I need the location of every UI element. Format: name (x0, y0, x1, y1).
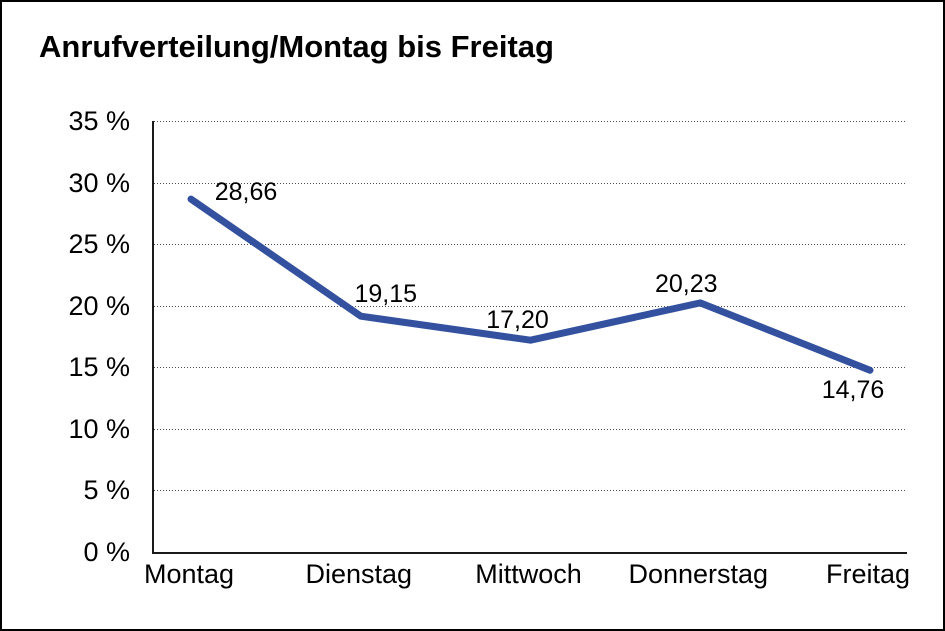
gridline (154, 121, 907, 122)
x-axis-tick-label: Freitag (825, 559, 911, 589)
chart-title: Anrufverteilung/Montag bis Freitag (39, 29, 554, 64)
x-axis-tick-label: Montag (143, 559, 235, 589)
data-point-label: 20,23 (654, 269, 718, 298)
y-axis-tick-label: 5 % (83, 475, 130, 506)
y-axis-tick-label: 35 % (68, 106, 130, 136)
series-polyline (187, 195, 874, 374)
y-axis-tick-label: 10 % (68, 413, 130, 444)
gridline (154, 244, 907, 246)
y-axis-tick-label: 30 % (68, 167, 130, 198)
x-axis-tick-label: Donnerstag (628, 559, 769, 589)
data-point-label: 14,76 (821, 376, 885, 405)
y-axis-tick-label: 15 % (68, 352, 130, 383)
gridline (154, 305, 907, 307)
line-series (187, 195, 874, 374)
plot-area: 28,66 19,15 17,20 20,23 14,76 (152, 121, 907, 554)
gridline (154, 490, 907, 492)
data-point-label: 28,66 (214, 178, 278, 207)
y-axis-tick-label: 20 % (68, 290, 130, 321)
x-axis-tick-label: Dienstag (305, 559, 413, 589)
gridline (154, 182, 907, 184)
data-point-label: 17,20 (486, 306, 549, 335)
y-axis-tick-label: 0 % (83, 537, 130, 567)
gridline (154, 367, 907, 369)
y-axis-tick-label: 25 % (68, 229, 130, 260)
data-point-label: 19,15 (354, 280, 418, 309)
gridline (154, 428, 907, 430)
x-axis-tick-label: Mittwoch (475, 559, 582, 589)
